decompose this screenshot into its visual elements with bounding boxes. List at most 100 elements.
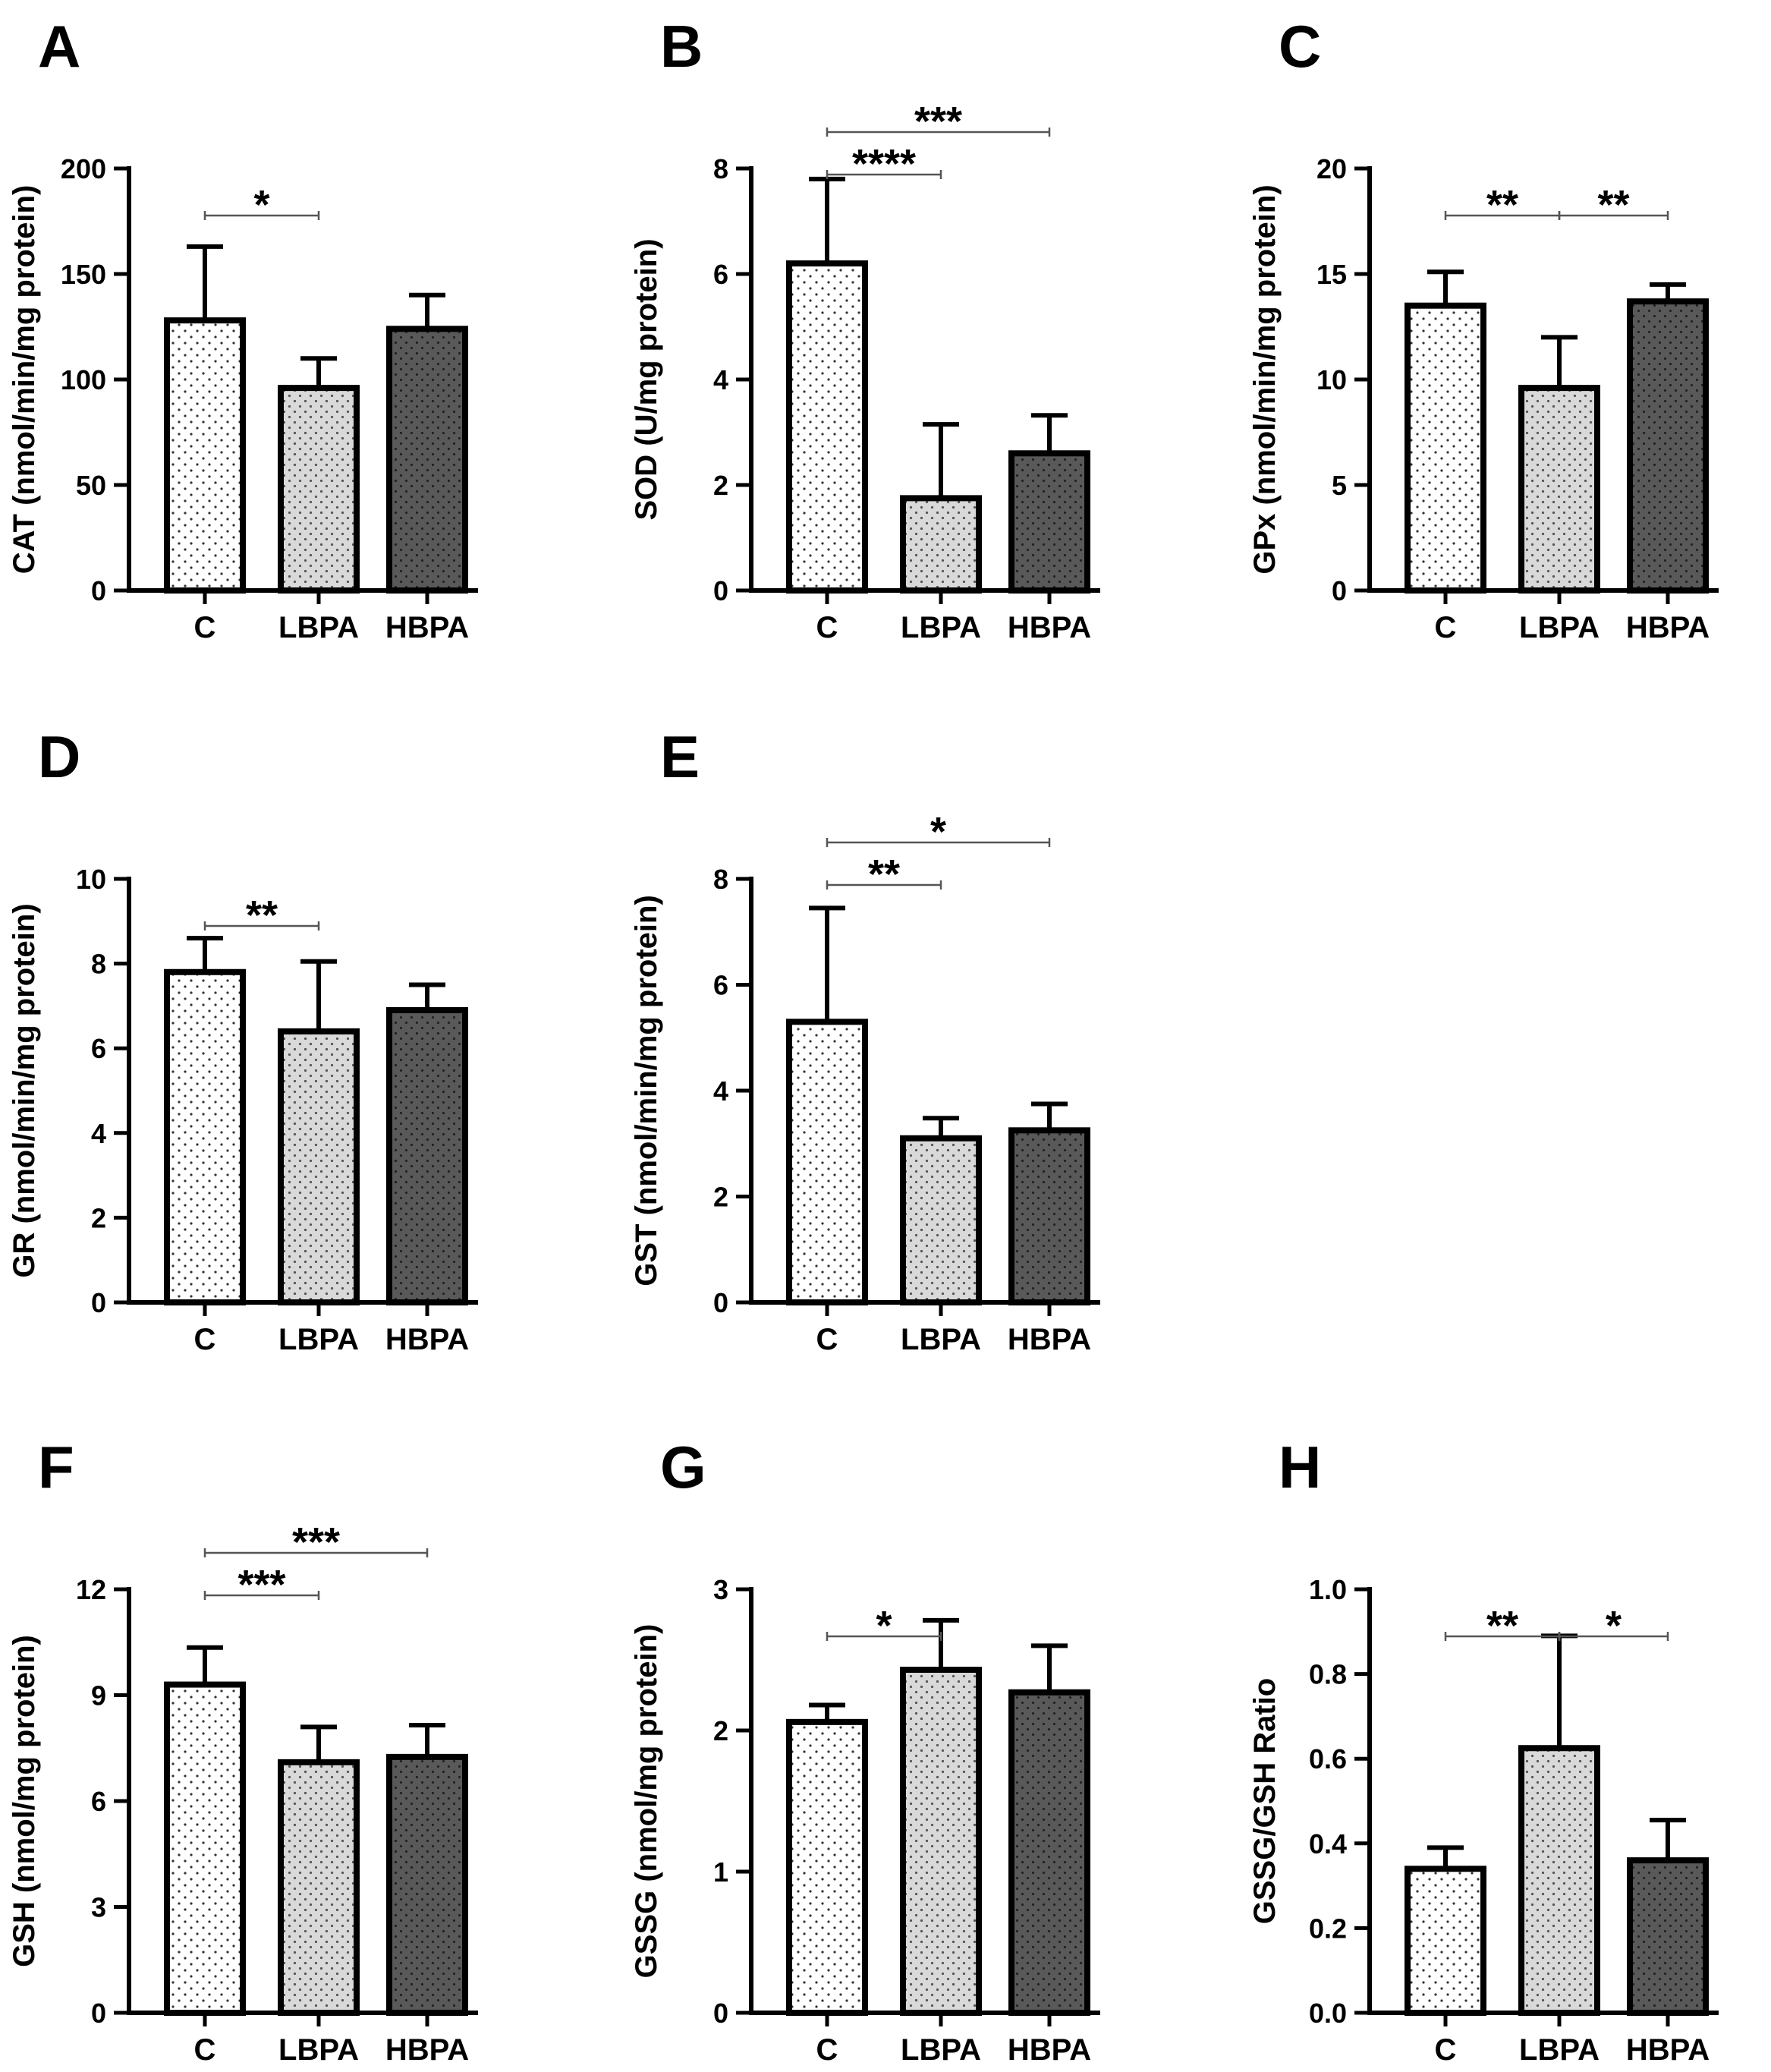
panel-b-ytick-label-3: 6 [713, 259, 728, 290]
panel-b-ytick-label-4: 8 [713, 153, 728, 184]
panel-c-letter: C [1279, 13, 1321, 80]
panel-h-category-hbpa: HBPA [1626, 2033, 1710, 2067]
panel-f-category-c: C [194, 2033, 216, 2067]
panel-c-bar-lbpa [1518, 385, 1600, 594]
panel-c-bar-hbpa [1627, 298, 1709, 594]
panel-a-bar-c [164, 317, 246, 594]
panel-g-ytick-label-1: 1 [713, 1856, 728, 1888]
panel-d-category-hbpa: HBPA [385, 1323, 469, 1356]
panel-f-sig-1-label: *** [292, 1519, 340, 1565]
panel-h-ytick-label-5: 1.0 [1309, 1574, 1347, 1605]
panel-h-letter: H [1279, 1434, 1321, 1500]
panel-c-ytick-label-4: 20 [1316, 153, 1347, 184]
panel-d: D GR (nmol/min/mg protein) 0 2 4 6 8 10 C LBPA HBP… [8, 723, 478, 1356]
panel-h-sig-0-label: ** [1486, 1603, 1518, 1648]
panel-h-ytick-label-0: 0.0 [1309, 1998, 1347, 2029]
panel-f-ytick-label-1: 3 [91, 1892, 106, 1923]
panel-c-ytick-label-3: 15 [1316, 259, 1347, 290]
panel-d-ytick-label-4: 8 [91, 949, 106, 980]
panel-g-ytick-label-2: 2 [713, 1715, 728, 1746]
panel-g-category-c: C [816, 2033, 838, 2067]
panel-f: F GSH (nmol/mg protein) 0 3 6 9 12 C LBPA HBPA ***… [8, 1434, 478, 2067]
panel-e-bar-lbpa [900, 1135, 982, 1306]
panel-h-ylabel: GSSG/GSH Ratio [1248, 1678, 1282, 1925]
panel-c-ytick-label-2: 10 [1316, 364, 1347, 395]
panel-b-category-lbpa: LBPA [901, 611, 981, 644]
panel-f-ylabel: GSH (nmol/mg protein) [8, 1635, 41, 1967]
panel-e-ylabel: GST (nmol/min/mg protein) [630, 895, 663, 1286]
panel-d-ytick-label-5: 10 [76, 864, 106, 895]
panel-g-ylabel: GSSG (nmol/mg protein) [630, 1624, 663, 1979]
panel-a-ytick-label-0: 0 [91, 575, 106, 606]
panel-e-ytick-label-4: 8 [713, 864, 728, 895]
panel-b: B SOD (U/mg protein) 0 2 4 6 8 C LBPA HBPA ******* [630, 13, 1100, 644]
panel-a-ytick-label-2: 100 [61, 364, 106, 395]
panel-h-bar-hbpa [1627, 1857, 1709, 2017]
panel-e-category-hbpa: HBPA [1008, 1323, 1091, 1356]
panel-d-category-c: C [194, 1323, 216, 1356]
panel-a-sig-0-label: * [253, 182, 269, 228]
panel-h-ytick-label-4: 0.8 [1309, 1659, 1347, 1690]
panel-b-ytick-label-0: 0 [713, 575, 728, 606]
panel-g-bar-c [786, 1718, 868, 2017]
panel-c-sig-0-label: ** [1486, 182, 1518, 228]
panel-c-bar-c [1405, 302, 1486, 594]
panel-f-ytick-label-2: 6 [91, 1786, 106, 1817]
panel-h: H GSSG/GSH Ratio 0.0 0.2 0.4 0.6 0.8 1.0 C LBPA HB… [1248, 1434, 1719, 2067]
panel-g-ytick-label-0: 0 [713, 1998, 728, 2029]
panel-h-ytick-label-3: 0.6 [1309, 1743, 1347, 1774]
panel-b-bar-c [786, 260, 868, 594]
panel-g-ytick-label-3: 3 [713, 1574, 728, 1605]
panel-e-ytick-label-3: 6 [713, 970, 728, 1001]
panel-h-bar-lbpa [1518, 1745, 1600, 2016]
panel-h-category-lbpa: LBPA [1519, 2033, 1600, 2067]
panel-a-category-lbpa: LBPA [278, 611, 359, 644]
panel-f-ytick-label-0: 0 [91, 1998, 106, 2029]
panel-e-ytick-label-0: 0 [713, 1287, 728, 1318]
panel-e-ytick-label-2: 4 [713, 1075, 728, 1107]
panel-f-ytick-label-3: 9 [91, 1680, 106, 1711]
panel-a-category-hbpa: HBPA [385, 611, 469, 644]
panel-a-ytick-label-4: 200 [61, 153, 106, 184]
panel-b-ytick-label-1: 2 [713, 470, 728, 501]
panel-d-ytick-label-0: 0 [91, 1287, 106, 1318]
panel-e-ytick-label-1: 2 [713, 1182, 728, 1213]
panel-h-bar-c [1405, 1866, 1486, 2017]
panel-c-category-lbpa: LBPA [1519, 611, 1600, 644]
panel-e-category-lbpa: LBPA [901, 1323, 981, 1356]
panel-b-ylabel: SOD (U/mg protein) [630, 238, 663, 520]
panel-d-bar-hbpa [386, 1006, 468, 1305]
panel-b-ytick-label-2: 4 [713, 364, 728, 395]
panel-f-sig-0-label: *** [237, 1562, 285, 1608]
panel-g-category-hbpa: HBPA [1008, 2033, 1091, 2067]
panel-g-sig-0-label: * [876, 1603, 892, 1648]
panel-a: A CAT (nmol/min/mg protein) 0 50 100 150 200 C L… [8, 13, 478, 644]
panel-a-category-c: C [194, 611, 216, 644]
panel-b-category-c: C [816, 611, 838, 644]
panel-c-ytick-label-0: 0 [1332, 575, 1347, 606]
panel-h-ytick-label-2: 0.4 [1309, 1828, 1347, 1859]
panel-d-ytick-label-1: 2 [91, 1202, 106, 1233]
panel-a-letter: A [38, 13, 80, 80]
panel-f-letter: F [38, 1434, 74, 1500]
panel-g-letter: G [660, 1434, 706, 1500]
panel-c-sig-1-label: ** [1597, 182, 1629, 228]
panel-b-bar-lbpa [900, 495, 982, 594]
panel-g: G GSSG (nmol/mg protein) 0 1 2 3 C LBPA HBPA * [630, 1434, 1100, 2067]
panel-b-letter: B [660, 13, 703, 80]
panel-d-sig-0-label: ** [246, 893, 278, 938]
panel-e-sig-1-label: * [930, 809, 946, 855]
panel-c-category-hbpa: HBPA [1626, 611, 1710, 644]
panel-b-sig-1-label: *** [914, 99, 962, 144]
panel-e-category-c: C [816, 1323, 838, 1356]
panel-e-bar-c [786, 1019, 868, 1305]
panel-h-category-c: C [1435, 2033, 1457, 2067]
panel-d-letter: D [38, 723, 80, 790]
panel-d-category-lbpa: LBPA [278, 1323, 359, 1356]
panel-d-bar-lbpa [278, 1028, 360, 1305]
panel-e-sig-0-label: ** [868, 852, 900, 897]
panel-a-bar-lbpa [278, 385, 360, 594]
panel-d-bar-c [164, 968, 246, 1305]
panel-c-ytick-label-1: 5 [1332, 470, 1347, 501]
